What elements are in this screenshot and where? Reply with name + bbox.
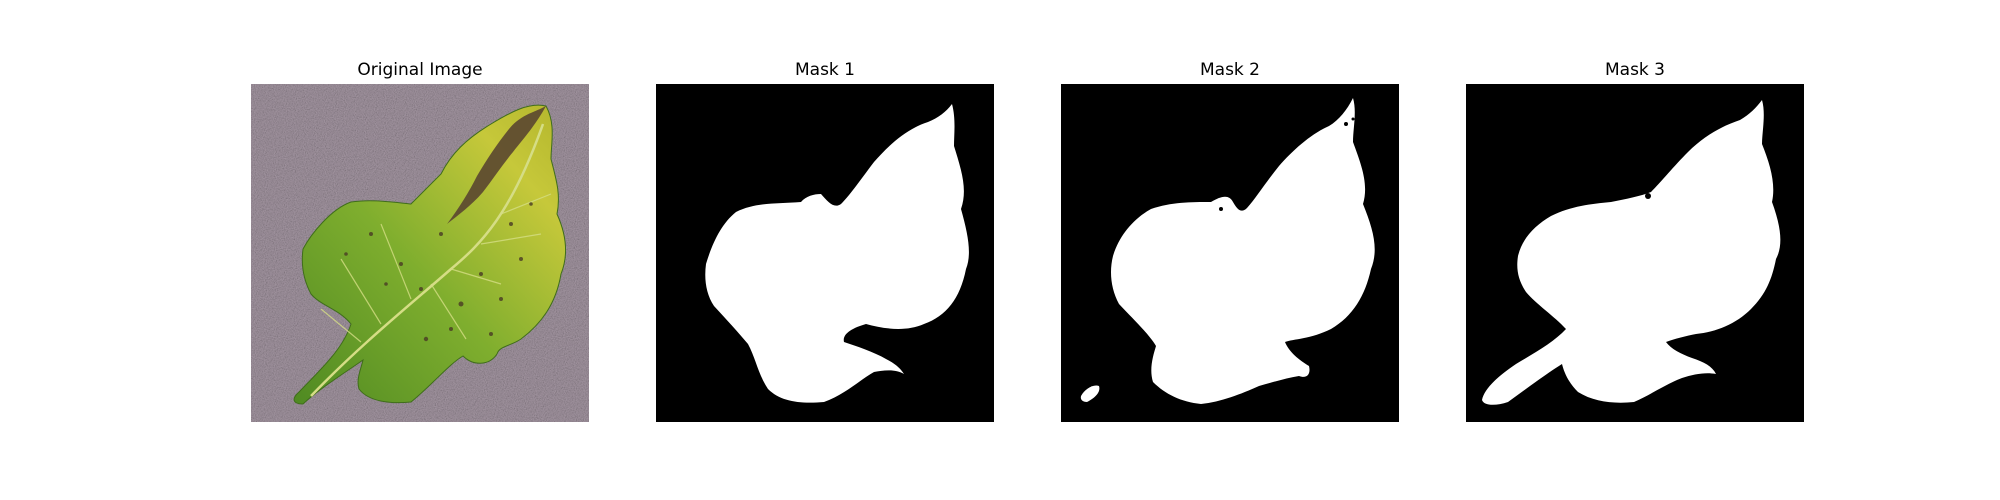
panel-title-mask-2: Mask 2 — [1199, 60, 1260, 80]
panel-mask-2: Mask 2 — [1061, 58, 1399, 422]
leaf-body — [293, 104, 567, 405]
mask-2-small-blob — [1080, 385, 1100, 402]
disease-spots — [344, 202, 533, 342]
panel-title-mask-1: Mask 1 — [794, 60, 855, 80]
panel-mask-3: Mask 3 — [1466, 58, 1804, 422]
mask-1-svg — [656, 84, 994, 422]
leaf-side-veins — [320, 193, 552, 343]
mask-2-holes — [1219, 117, 1355, 211]
mask-2-svg — [1061, 84, 1399, 422]
panel-title-original: Original Image — [357, 60, 483, 80]
necrotic-edge — [447, 106, 546, 224]
mask-2-image — [1061, 84, 1399, 422]
mask-3-svg — [1466, 84, 1804, 422]
leaf-photo-svg — [251, 84, 589, 422]
panel-original-image: Original Image — [251, 58, 589, 422]
mask-3-image — [1466, 84, 1804, 422]
mask-2-region — [1111, 98, 1375, 404]
mask-1-region — [705, 104, 969, 403]
panel-title-mask-3: Mask 3 — [1604, 60, 1665, 80]
mask-3-region — [1482, 100, 1781, 405]
mask-3-hole — [1645, 193, 1651, 199]
mask-1-image — [656, 84, 994, 422]
panel-mask-1: Mask 1 — [656, 58, 994, 422]
original-leaf-photo — [251, 84, 589, 422]
